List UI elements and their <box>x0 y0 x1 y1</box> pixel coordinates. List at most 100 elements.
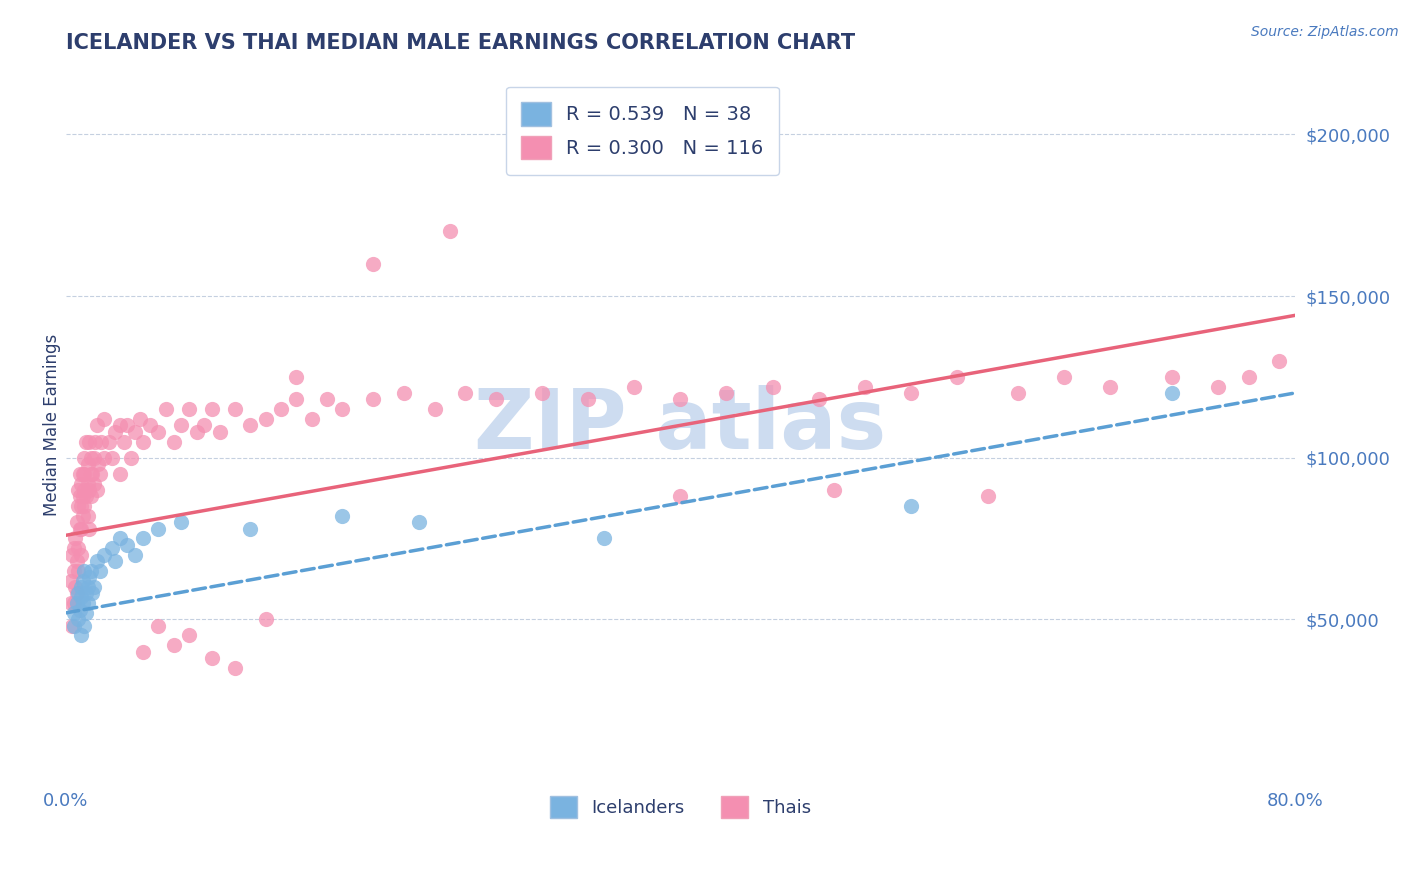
Point <box>60 619 83 633</box>
Point <box>332 402 354 417</box>
Point <box>66 586 89 600</box>
Point <box>823 483 845 497</box>
Point <box>454 386 477 401</box>
Point <box>66 596 89 610</box>
Point <box>59 596 82 610</box>
Point <box>224 661 246 675</box>
Point <box>392 386 415 401</box>
Point <box>76 596 98 610</box>
Point <box>807 392 830 407</box>
Point <box>79 467 101 481</box>
Point <box>67 499 90 513</box>
Point <box>669 392 692 407</box>
Point <box>67 586 90 600</box>
Point <box>669 490 692 504</box>
Point <box>72 574 94 588</box>
Point <box>120 450 142 465</box>
Point <box>1160 369 1182 384</box>
Point <box>162 638 184 652</box>
Point <box>70 580 93 594</box>
Point <box>73 483 96 497</box>
Point <box>139 418 162 433</box>
Point <box>1268 353 1291 368</box>
Point <box>408 516 430 530</box>
Point <box>576 392 599 407</box>
Point <box>67 541 90 556</box>
Point <box>285 392 308 407</box>
Point <box>900 499 922 513</box>
Point <box>69 602 91 616</box>
Point <box>439 224 461 238</box>
Point <box>65 580 87 594</box>
Text: Source: ZipAtlas.com: Source: ZipAtlas.com <box>1251 25 1399 39</box>
Point <box>146 425 169 439</box>
Point <box>66 516 89 530</box>
Point <box>75 434 97 449</box>
Point <box>62 541 84 556</box>
Point <box>79 490 101 504</box>
Point <box>104 425 127 439</box>
Point <box>332 508 354 523</box>
Point <box>89 564 111 578</box>
Point <box>1237 369 1260 384</box>
Point <box>62 564 84 578</box>
Point <box>77 522 100 536</box>
Point <box>93 548 115 562</box>
Point <box>186 425 208 439</box>
Point <box>66 554 89 568</box>
Point <box>62 596 84 610</box>
Point <box>90 434 112 449</box>
Point <box>900 386 922 401</box>
Point <box>65 532 87 546</box>
Point <box>132 434 155 449</box>
Point <box>316 392 339 407</box>
Point <box>76 508 98 523</box>
Point <box>108 418 131 433</box>
Point <box>128 412 150 426</box>
Point <box>70 499 93 513</box>
Point <box>89 467 111 481</box>
Point <box>623 379 645 393</box>
Point <box>67 483 90 497</box>
Point <box>73 619 96 633</box>
Point <box>177 402 200 417</box>
Point <box>83 450 105 465</box>
Point <box>976 490 998 504</box>
Point <box>146 619 169 633</box>
Point <box>77 434 100 449</box>
Point <box>124 548 146 562</box>
Point <box>75 606 97 620</box>
Point <box>761 379 783 393</box>
Point <box>79 564 101 578</box>
Point <box>104 554 127 568</box>
Point <box>117 538 139 552</box>
Point <box>69 490 91 504</box>
Point <box>485 392 508 407</box>
Point <box>73 450 96 465</box>
Point <box>76 580 98 594</box>
Point <box>70 548 93 562</box>
Point <box>239 522 262 536</box>
Point <box>87 457 110 471</box>
Point <box>108 532 131 546</box>
Point <box>98 434 121 449</box>
Point <box>946 369 969 384</box>
Y-axis label: Median Male Earnings: Median Male Earnings <box>44 334 60 516</box>
Point <box>170 418 193 433</box>
Point <box>72 508 94 523</box>
Point <box>84 434 107 449</box>
Point <box>79 450 101 465</box>
Point <box>1099 379 1122 393</box>
Point <box>224 402 246 417</box>
Point <box>59 574 82 588</box>
Point <box>82 467 104 481</box>
Point <box>72 490 94 504</box>
Point <box>716 386 738 401</box>
Point <box>62 619 84 633</box>
Point <box>193 418 215 433</box>
Point <box>69 522 91 536</box>
Point <box>124 425 146 439</box>
Point <box>82 586 104 600</box>
Point <box>254 412 277 426</box>
Point <box>67 564 90 578</box>
